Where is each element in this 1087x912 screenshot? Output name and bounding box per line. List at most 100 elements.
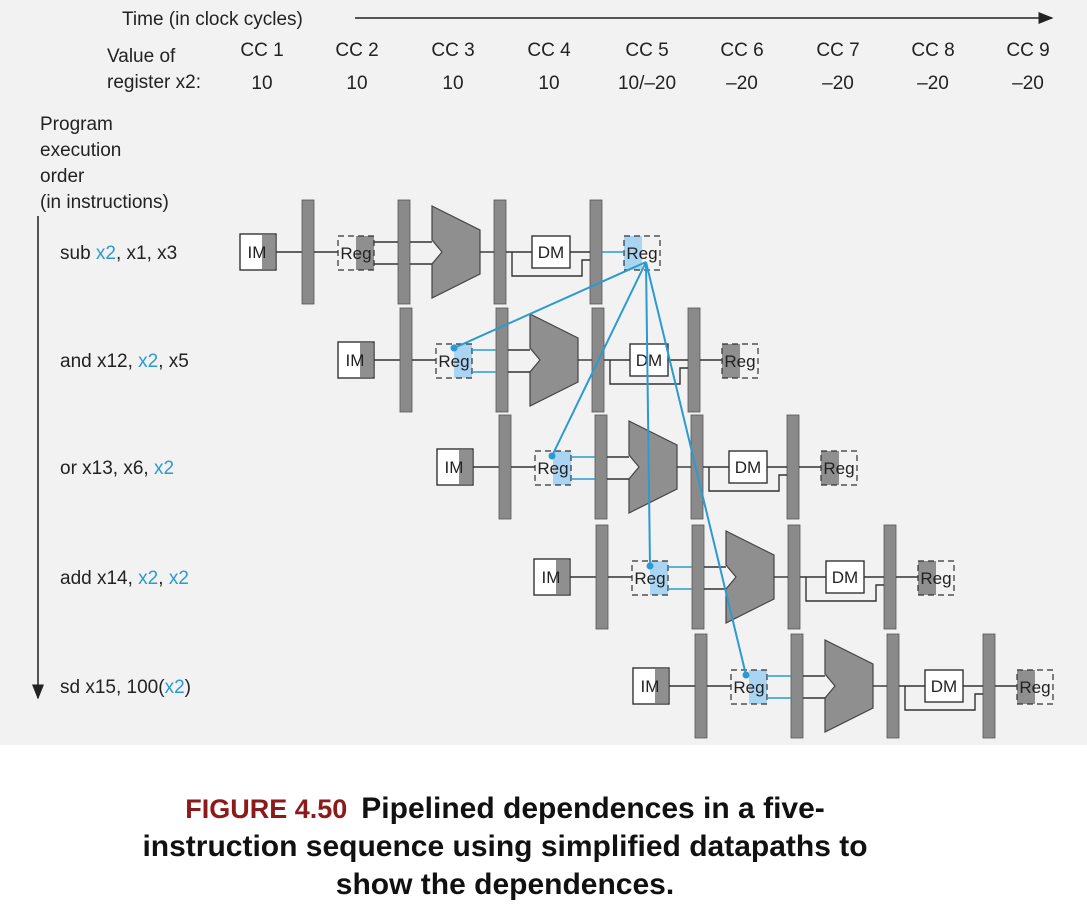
register-x2-value: –20 bbox=[1012, 73, 1044, 94]
pipeline-register bbox=[495, 307, 509, 413]
register-x2-value: 10 bbox=[442, 73, 463, 94]
pipeline-register bbox=[594, 414, 608, 520]
instruction-text: , x5 bbox=[158, 351, 189, 372]
dependence-arrow bbox=[645, 261, 747, 676]
reg-write-shade bbox=[918, 561, 936, 595]
instruction-text: , x1, x3 bbox=[116, 243, 177, 264]
pipeline-register bbox=[982, 633, 996, 739]
reg-write-label: Reg bbox=[823, 459, 854, 478]
reg-read-shade bbox=[454, 344, 472, 378]
alu-unit bbox=[725, 530, 775, 624]
dependence-arrow bbox=[551, 261, 647, 457]
reg-read-unit bbox=[337, 235, 375, 271]
datapath-wire bbox=[511, 252, 590, 277]
alu-unit bbox=[824, 639, 874, 733]
register-x2-value: 10/–20 bbox=[618, 73, 676, 94]
clock-cycle-label: CC 7 bbox=[816, 40, 859, 61]
pipeline-register bbox=[399, 307, 413, 413]
reg-write-shade bbox=[624, 236, 642, 270]
register-value-label-line2: register x2: bbox=[107, 72, 201, 93]
reg-read-label: Reg bbox=[537, 459, 568, 478]
order-label-line: Program bbox=[40, 114, 113, 135]
pipeline-register bbox=[595, 524, 609, 630]
clock-cycle-label: CC 8 bbox=[911, 40, 954, 61]
reg-write-label: Reg bbox=[626, 244, 657, 263]
dependence-arrow bbox=[453, 261, 647, 349]
instruction-label: add x14, x2, x2 bbox=[60, 568, 189, 589]
im-label: IM bbox=[346, 351, 365, 370]
clock-cycle-label: CC 5 bbox=[625, 40, 668, 61]
register-x2-value: 10 bbox=[346, 73, 367, 94]
pipeline-register bbox=[886, 633, 900, 739]
instruction-label: and x12, x2, x5 bbox=[60, 351, 189, 372]
caption-line-3: show the dependences. bbox=[335, 868, 675, 901]
dependence-endpoint bbox=[548, 452, 556, 460]
reg-write-label: Reg bbox=[920, 569, 951, 588]
dependence-endpoint bbox=[646, 562, 654, 570]
im-shade bbox=[459, 450, 472, 484]
datapath-wire bbox=[708, 467, 787, 492]
register-x2-highlight: x2 bbox=[138, 351, 158, 372]
instruction-label: sd x15, 100(x2) bbox=[60, 677, 191, 698]
figure-caption: FIGURE 4.50 Pipelined dependences in a fi… bbox=[0, 790, 1010, 904]
reg-read-unit bbox=[435, 343, 473, 379]
alu-unit bbox=[431, 205, 481, 299]
pipeline-row: IM Reg DM Reg bbox=[533, 524, 955, 630]
dm-label: DM bbox=[832, 568, 858, 587]
reg-read-shade bbox=[749, 670, 767, 704]
reg-write-label: Reg bbox=[724, 352, 755, 371]
dependence-arrows bbox=[450, 261, 750, 679]
dm-unit bbox=[728, 450, 768, 484]
dm-label: DM bbox=[636, 351, 662, 370]
register-x2-value: –20 bbox=[822, 73, 854, 94]
alu-unit bbox=[529, 313, 579, 407]
pipeline-row: IM Reg DM Reg bbox=[632, 633, 1054, 739]
alu-unit bbox=[628, 420, 678, 514]
register-x2-value: 10 bbox=[538, 73, 559, 94]
reg-read-shade bbox=[650, 561, 668, 595]
register-x2-highlight: x2 bbox=[169, 568, 189, 589]
reg-read-shade bbox=[356, 236, 374, 270]
dependence-endpoint bbox=[742, 671, 750, 679]
datapath-wire bbox=[609, 360, 688, 385]
pipeline-register bbox=[694, 633, 708, 739]
reg-write-shade bbox=[722, 344, 740, 378]
pipeline-register bbox=[301, 199, 315, 305]
register-x2-value: 10 bbox=[251, 73, 272, 94]
reg-write-unit bbox=[917, 560, 955, 596]
clock-cycle-label: CC 4 bbox=[527, 40, 571, 61]
instruction-label: sub x2, x1, x3 bbox=[60, 243, 177, 264]
register-x2-value: –20 bbox=[726, 73, 758, 94]
im-label: IM bbox=[248, 243, 267, 262]
pipeline-row: IM Reg DM Reg bbox=[436, 414, 858, 520]
reg-read-label: Reg bbox=[438, 352, 469, 371]
dm-unit bbox=[825, 560, 865, 594]
reg-write-unit bbox=[820, 450, 858, 486]
dependence-arrow bbox=[645, 261, 651, 567]
register-x2-highlight: x2 bbox=[96, 243, 116, 264]
dm-label: DM bbox=[735, 458, 761, 477]
instruction-text: or x13, x6, bbox=[60, 458, 154, 479]
instruction-label: or x13, x6, x2 bbox=[60, 458, 174, 479]
reg-write-unit bbox=[623, 235, 661, 271]
figure-number: FIGURE 4.50 bbox=[185, 794, 348, 824]
pipeline-dependence-diagram: Time (in clock cycles) Value of register… bbox=[32, 9, 1054, 739]
pipeline-register bbox=[589, 199, 603, 305]
register-value-label-line1: Value of bbox=[107, 46, 176, 67]
im-shade bbox=[262, 235, 275, 269]
reg-read-label: Reg bbox=[733, 678, 764, 697]
pipeline-register bbox=[687, 307, 701, 413]
instruction-text: add x14, bbox=[60, 568, 138, 589]
clock-cycle-label: CC 9 bbox=[1006, 40, 1049, 61]
instruction-text: ) bbox=[185, 677, 191, 698]
clock-cycle-label: CC 6 bbox=[720, 40, 763, 61]
figure-panel: Time (in clock cycles) Value of register… bbox=[0, 0, 1087, 745]
pipeline-register bbox=[787, 524, 801, 630]
reg-read-label: Reg bbox=[340, 244, 371, 263]
im-label: IM bbox=[445, 458, 464, 477]
register-x2-highlight: x2 bbox=[165, 677, 185, 698]
reg-write-shade bbox=[1017, 670, 1035, 704]
instruction-text: and x12, bbox=[60, 351, 138, 372]
pipeline-register bbox=[883, 524, 897, 630]
